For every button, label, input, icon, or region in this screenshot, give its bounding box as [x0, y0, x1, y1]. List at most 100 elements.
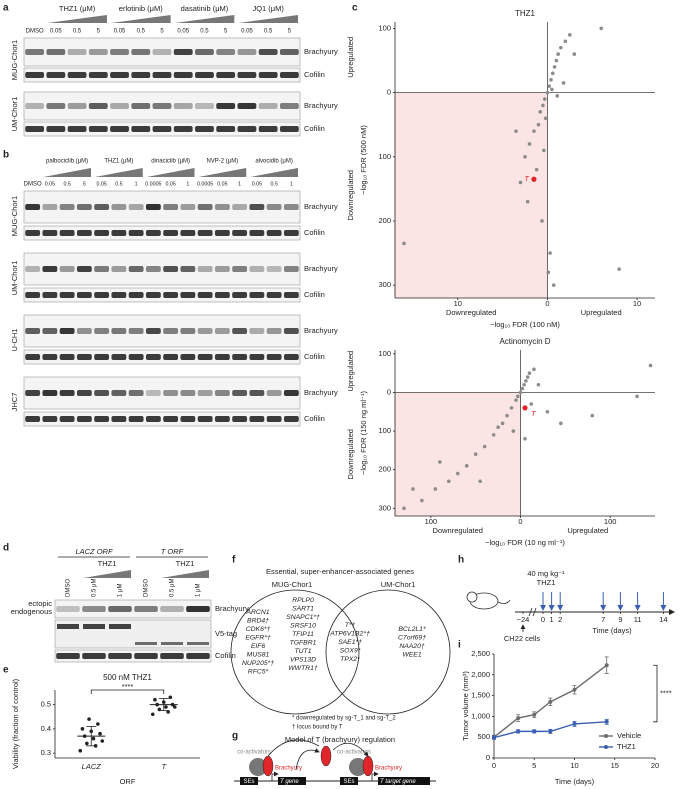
data-point [87, 717, 91, 721]
panel-letter: a [3, 3, 9, 14]
drug-label: JQ1 (μM) [252, 4, 284, 13]
data-point [532, 729, 537, 734]
blot-band [232, 292, 248, 298]
blot-band [163, 416, 179, 422]
blot-band [59, 390, 75, 396]
protein-label: Cofilin [304, 414, 325, 423]
blot-band [279, 72, 299, 78]
gene-box [378, 777, 430, 785]
gene-label: EIF6 [251, 643, 266, 650]
blot-band [145, 230, 161, 236]
panel-letter: c [352, 3, 358, 14]
y-tick-label: 1,000 [471, 711, 490, 720]
blot-band [266, 292, 282, 298]
data-point [532, 367, 536, 372]
blot-band [59, 416, 75, 422]
y-tick-label: 0 [387, 88, 391, 97]
x-axis-label: −log₁₀ FDR (100 nM) [490, 320, 560, 329]
x-tick-label: 0 [518, 517, 522, 526]
data-point [550, 87, 554, 92]
data-point [532, 129, 536, 133]
blot-band [266, 266, 282, 272]
tss-arrow [371, 771, 379, 781]
blot-band [56, 606, 80, 612]
blot-band [258, 126, 278, 132]
blot-band [214, 230, 230, 236]
y-tick-label: 200 [378, 216, 391, 225]
x-tick-label: 10 [570, 761, 578, 770]
blot-band [128, 354, 144, 360]
protein-label: Brachyury [304, 202, 338, 211]
blot-band [25, 416, 41, 422]
legend-label: THZ1 [617, 742, 636, 751]
blot-band [232, 416, 248, 422]
data-point [527, 142, 532, 146]
series-line [493, 664, 608, 738]
blot-band [214, 292, 230, 298]
blot-band [232, 266, 248, 272]
v5-band [187, 642, 209, 645]
drug-label: NVP-2 (μM) [206, 159, 238, 165]
blot-band [111, 416, 127, 422]
data-point [572, 52, 577, 56]
gene-label: TUT1 [295, 648, 312, 655]
blot-band [25, 72, 45, 78]
blot-band [42, 416, 58, 422]
blot-band [279, 126, 299, 132]
blot-band [25, 204, 41, 210]
y-tick-label: 100 [378, 349, 391, 358]
panel-letter: b [3, 150, 9, 161]
data-point [529, 402, 534, 406]
highlight-point [531, 176, 537, 182]
cell-line-label: MUG-Chor1 [10, 196, 19, 236]
dose-label: 0.05 [45, 181, 55, 187]
blot-band [128, 416, 144, 422]
mouse-head [466, 591, 478, 603]
blot-band [214, 328, 230, 334]
blot-band [173, 72, 193, 78]
data-point [572, 721, 577, 726]
dose-wedge [110, 15, 171, 23]
gene-label: TPX2* [340, 656, 360, 663]
blot-band [266, 328, 282, 334]
blot-band [237, 49, 257, 55]
timeline-tick-label: 2 [558, 615, 562, 624]
blot-band [249, 204, 265, 210]
blot-band [180, 292, 196, 298]
protein-label: Cofilin [304, 352, 325, 361]
data-point [518, 180, 523, 185]
protein-label: Brachyury [304, 388, 338, 397]
data-point [80, 727, 85, 731]
dose-label: 0.05 [177, 29, 189, 35]
data-point [548, 251, 552, 255]
blot-band [197, 416, 213, 422]
blot-band [186, 653, 210, 659]
highlight-label: T [524, 174, 530, 183]
blot-band [152, 49, 172, 55]
y-axis-label: −log₁₀ FDR (500 nM) [359, 125, 368, 195]
dose-label: 1 [135, 181, 138, 187]
blot-band [25, 266, 41, 272]
coactivator-label: co-activators [237, 750, 271, 756]
blot-band [145, 390, 161, 396]
panel-letter: f [232, 555, 236, 566]
data-point [492, 735, 496, 740]
blot-band [237, 72, 257, 78]
blot-band [88, 126, 108, 132]
data-point [514, 129, 518, 133]
dose-label: 0.5 [200, 29, 209, 35]
blot-band [214, 204, 230, 210]
blot-band [163, 204, 179, 210]
blot-band [42, 328, 58, 334]
timeline-tick-label: −24 [517, 615, 530, 624]
blot-band [180, 390, 196, 396]
legend-marker [604, 745, 608, 749]
mouse-tail [497, 599, 511, 604]
se-label: SEs [343, 779, 354, 785]
data-point [548, 729, 553, 734]
blot-band [237, 103, 257, 109]
data-point [532, 712, 537, 717]
blot-band [76, 328, 92, 334]
panel-letter: i [458, 640, 461, 651]
v5-band [109, 624, 131, 629]
